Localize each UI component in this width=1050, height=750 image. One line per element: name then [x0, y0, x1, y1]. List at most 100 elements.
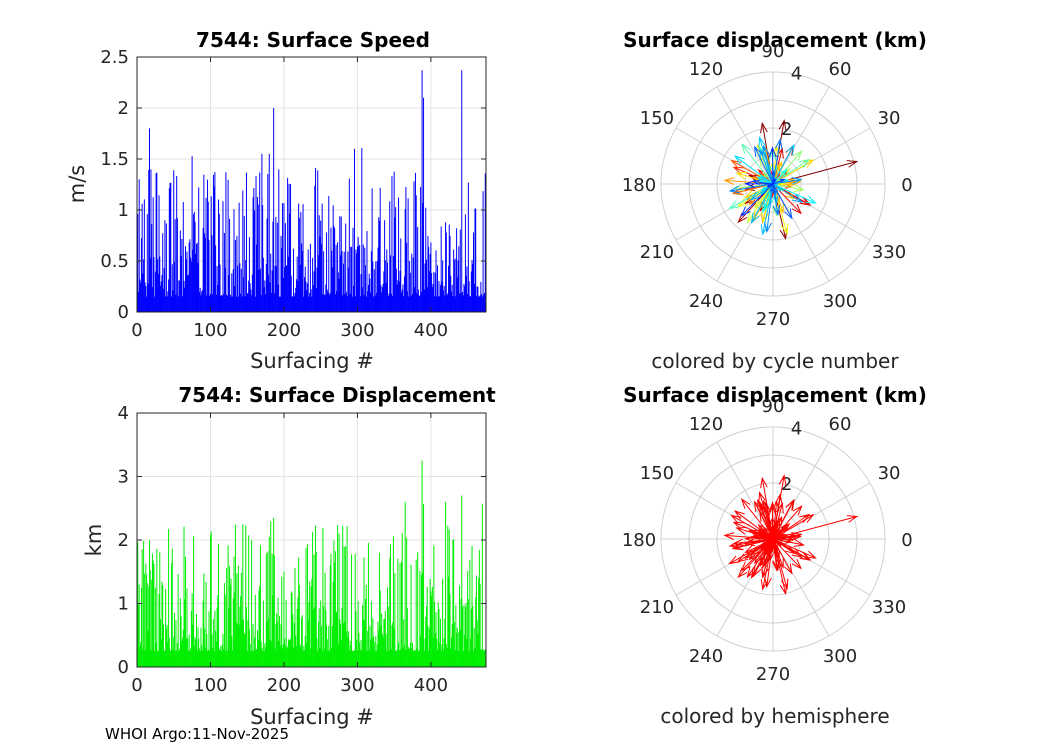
displacement-vector [766, 538, 774, 587]
vector-arrowhead [759, 148, 768, 160]
polar-spoke [772, 441, 830, 540]
vector-arrowhead [805, 195, 817, 204]
polar-angle-label: 30 [878, 108, 901, 129]
vector-arrowhead [744, 544, 756, 554]
polar-radius-label: 2 [781, 119, 792, 140]
displacement-vector [772, 533, 785, 540]
vector-arrowhead [775, 538, 779, 541]
vector-arrowhead [753, 145, 763, 157]
displacement-vector [729, 183, 774, 192]
vector-arrowhead [773, 550, 779, 559]
vector-arrowhead [768, 501, 777, 513]
polar-angle-label: 300 [823, 291, 857, 312]
y-tick-label: 1 [118, 200, 129, 221]
vector-arrowhead [775, 183, 779, 186]
vector-arrowhead [744, 535, 755, 543]
vector-arrowhead [799, 551, 812, 561]
displacement-vector [751, 538, 774, 578]
vector-arrowhead [772, 519, 779, 528]
displacement-vector [772, 178, 785, 185]
vector-arrowhead [728, 540, 740, 549]
displacement-vector [754, 146, 774, 185]
y-tick-label: 2 [118, 98, 129, 119]
polar-spoke [716, 441, 774, 540]
displacement-vector [734, 510, 774, 540]
displacement-vector [772, 538, 793, 574]
polar-angle-label: 270 [756, 664, 790, 685]
displacement-vector [762, 538, 774, 590]
vector-arrowhead [732, 521, 744, 530]
polar-angle-label: 210 [640, 242, 674, 263]
y-tick-label: 2 [118, 530, 129, 551]
x-tick-label: 0 [131, 320, 142, 341]
polar-angle-label: 240 [689, 646, 723, 667]
speed-panel: 7544: Surface Speed Surfacing # m/s 0 100… [65, 28, 487, 373]
vector-arrowhead [740, 206, 751, 217]
speed-xlabel: Surfacing # [250, 349, 374, 373]
displacement-vector [772, 144, 795, 185]
vector-arrowhead [744, 180, 755, 188]
vector-arrowhead [760, 476, 768, 489]
vector-arrowhead [750, 191, 761, 201]
y-tick-label: 0.5 [100, 251, 129, 272]
displacement-vector [772, 538, 802, 558]
displacement-vector [760, 531, 774, 540]
displacement-vector [762, 183, 774, 235]
displacement-vector [772, 499, 795, 540]
vector-arrowhead [846, 160, 859, 168]
vector-arrowhead [793, 539, 806, 547]
vector-arrowhead [753, 198, 764, 210]
vector-arrowhead [773, 195, 779, 204]
polar-angle-label: 180 [622, 530, 656, 551]
vector-arrowhead [762, 499, 770, 512]
vector-arrowhead [728, 555, 740, 565]
displacement-vector [772, 538, 802, 569]
vector-arrowhead [772, 544, 776, 550]
vector-arrowhead [772, 189, 776, 195]
vector-arrowhead [740, 561, 751, 572]
vector-arrowhead [771, 169, 776, 176]
displacement-vector [772, 139, 781, 185]
vector-arrowhead [733, 510, 745, 520]
displacement-vector [772, 538, 816, 559]
displacement-vector [772, 183, 816, 204]
vector-arrowhead [758, 491, 766, 503]
vector-arrowhead [786, 143, 795, 155]
displacement-vector [733, 538, 774, 550]
displacement-vector [734, 155, 774, 185]
vector-arrowhead [791, 548, 803, 558]
polar-angle-label: 300 [823, 646, 857, 667]
vector-arrowhead [759, 176, 766, 181]
vector-arrowhead [728, 185, 740, 194]
vector-arrowhead [771, 560, 780, 572]
x-tick-label: 400 [414, 675, 448, 696]
polar-angle-label: 30 [878, 463, 901, 484]
vector-arrowhead [740, 498, 751, 509]
vector-arrowhead [773, 533, 776, 537]
displacement-vector [733, 183, 774, 195]
displacement-vector [772, 534, 802, 540]
polar-spoke [716, 86, 774, 185]
vector-arrowhead [786, 498, 795, 510]
vector-arrowhead [762, 202, 770, 214]
vector-arrowhead [791, 193, 803, 203]
polar-angle-label: 240 [689, 291, 723, 312]
vector-arrowhead [753, 500, 763, 512]
displacement-xlabel: Surfacing # [250, 705, 374, 729]
vector-arrowhead [764, 221, 772, 234]
polar-radius-label: 4 [791, 419, 802, 440]
displacement-vector [772, 183, 802, 203]
polar-cycle-panel: Surface displacement (km) colored by cyc… [622, 28, 927, 373]
vector-arrowhead [780, 523, 788, 532]
polar-angle-label: 180 [622, 175, 656, 196]
y-tick-label: 3 [118, 467, 129, 488]
displacement-vector [766, 183, 774, 232]
vector-arrowhead [799, 513, 811, 523]
axes-frame [136, 56, 487, 313]
vector-arrowhead [780, 223, 789, 236]
displacement-ylabel: km [82, 524, 106, 557]
displacement-vector [729, 538, 774, 547]
vector-arrowhead [735, 171, 747, 180]
y-tick-label: 1 [118, 594, 129, 615]
vector-arrowhead [799, 158, 811, 168]
